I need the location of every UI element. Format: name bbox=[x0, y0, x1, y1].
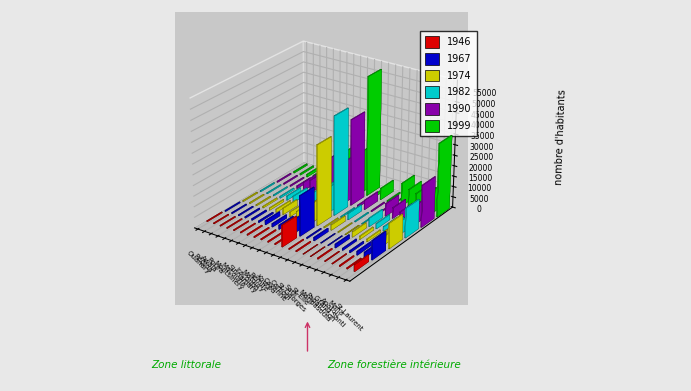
Text: Zone littorale: Zone littorale bbox=[151, 360, 222, 369]
Text: Zone forestière intérieure: Zone forestière intérieure bbox=[327, 360, 461, 369]
Legend: 1946, 1967, 1974, 1982, 1990, 1999: 1946, 1967, 1974, 1982, 1990, 1999 bbox=[420, 31, 477, 136]
